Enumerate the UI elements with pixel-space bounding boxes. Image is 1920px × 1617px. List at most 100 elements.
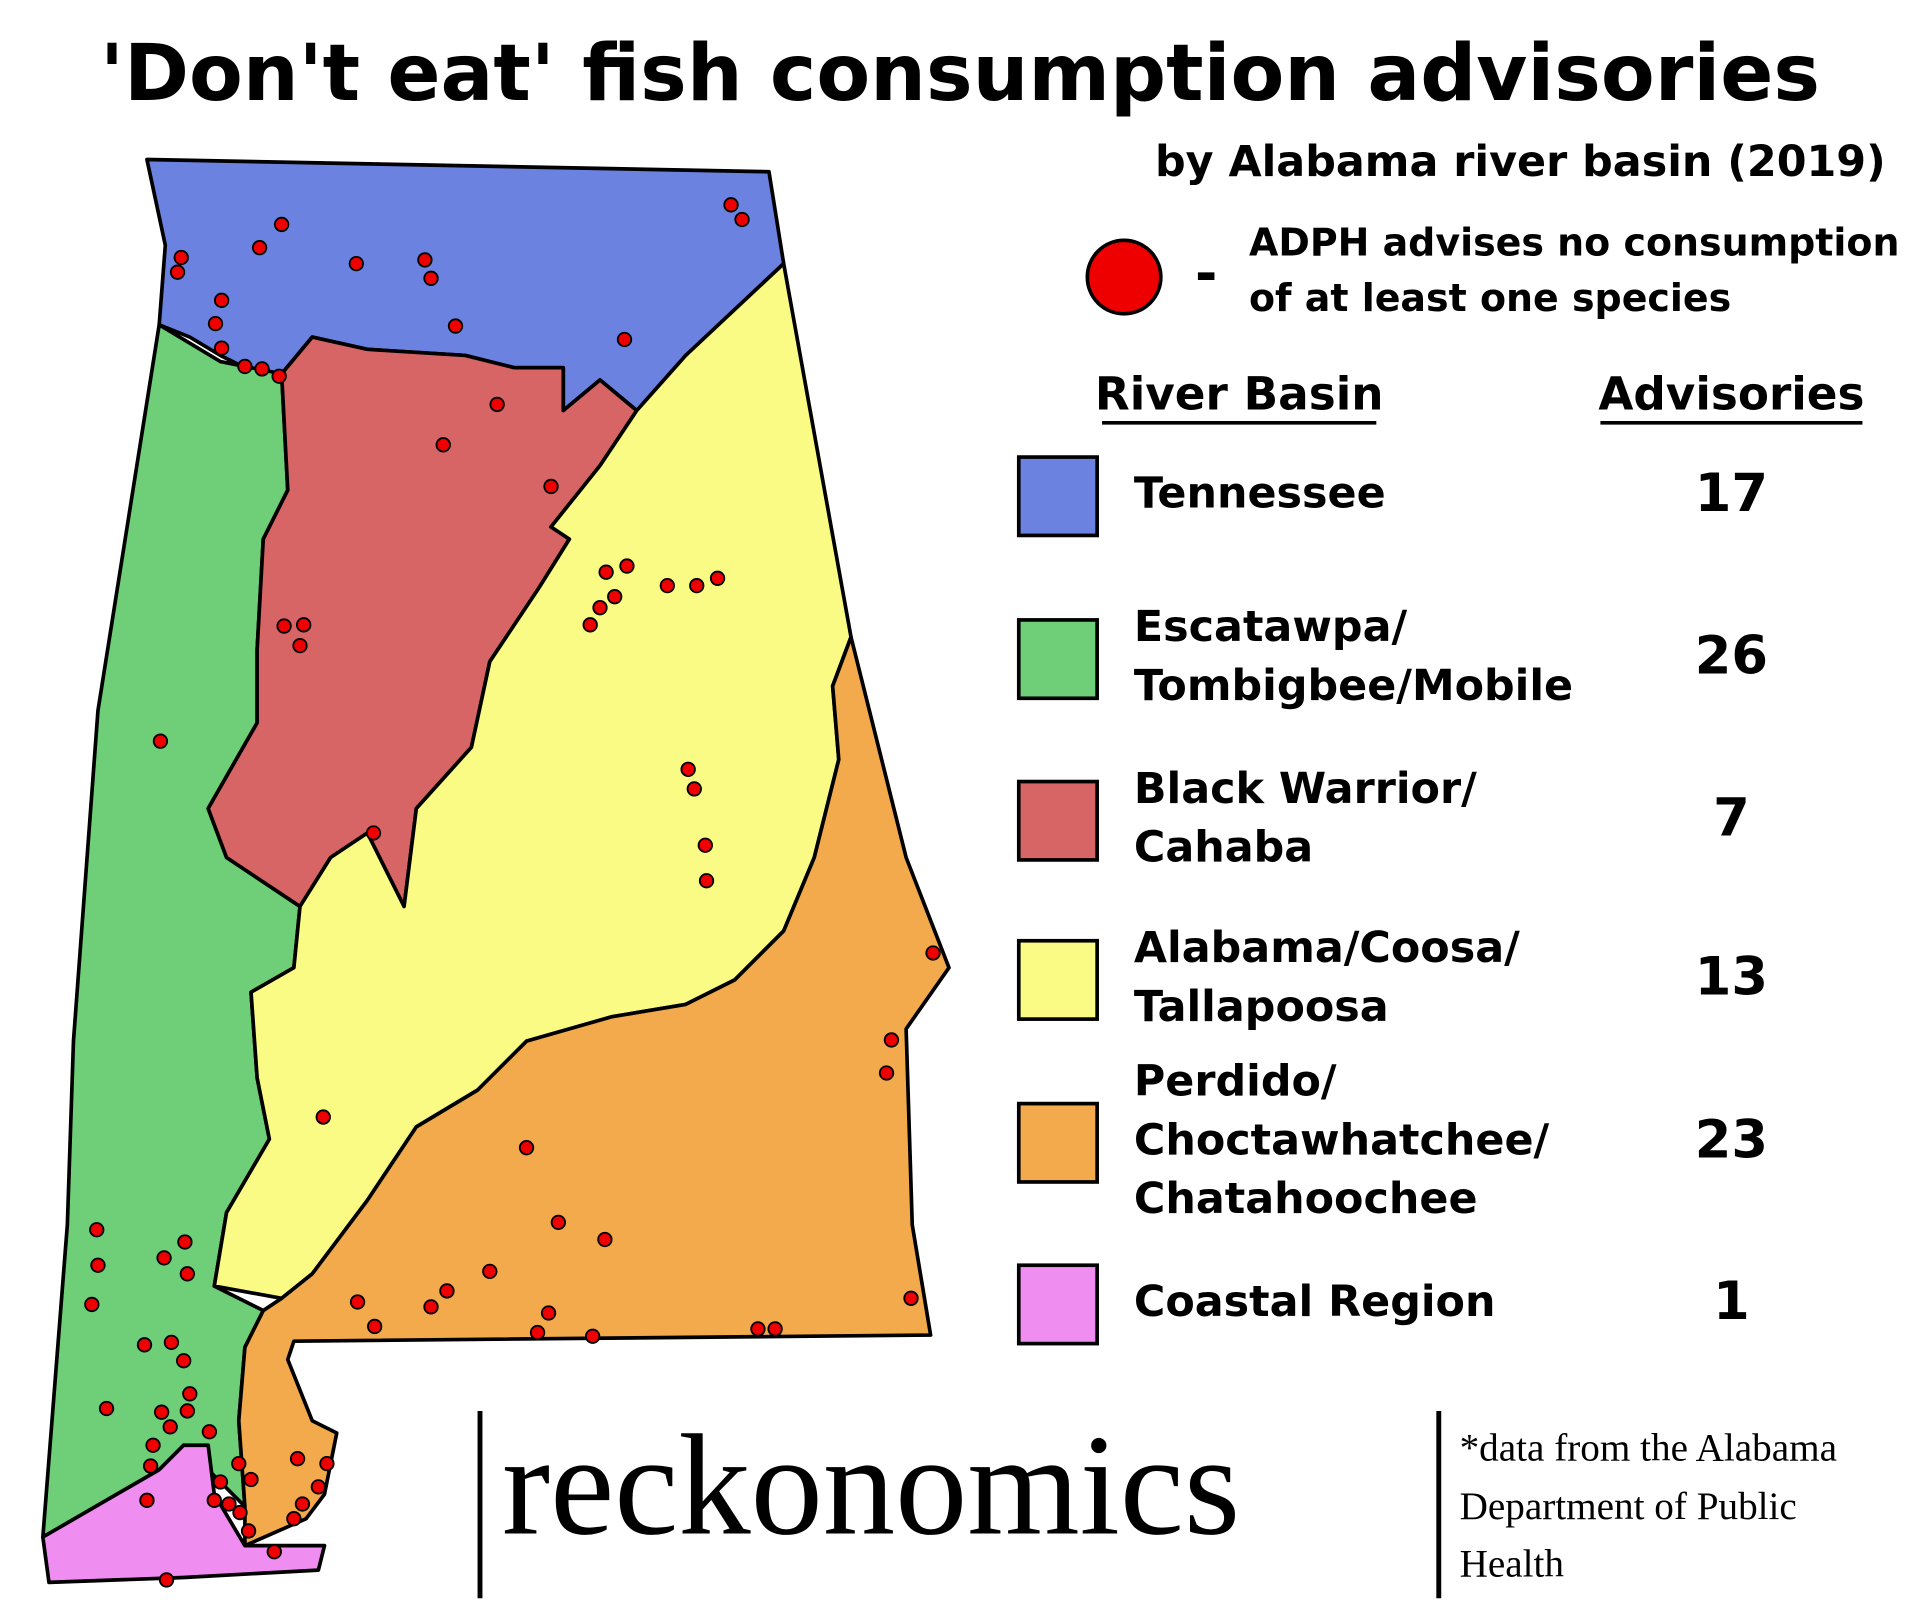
- advisory-marker: [273, 216, 290, 233]
- advisory-marker: [680, 761, 696, 777]
- advisory-count: 7: [1713, 787, 1750, 848]
- source-note: Health: [1460, 1543, 1565, 1586]
- advisory-marker: [543, 478, 559, 495]
- column-header: Advisories: [1598, 368, 1864, 421]
- basin-name: Escatawpa/: [1134, 602, 1408, 652]
- advisory-marker: [616, 331, 633, 348]
- advisory-marker: [698, 873, 715, 889]
- advisory-marker: [173, 249, 189, 266]
- basin-region: [236, 635, 951, 1548]
- legend-note: of at least one species: [1249, 276, 1731, 320]
- advisory-marker: [750, 1321, 766, 1337]
- advisory-marker: [294, 1496, 311, 1512]
- advisory-marker: [767, 1321, 783, 1337]
- advisory-marker: [489, 396, 505, 413]
- advisory-marker: [686, 781, 702, 797]
- advisory-marker: [367, 1318, 383, 1335]
- advisory-marker: [607, 589, 623, 605]
- advisory-markers: [84, 197, 941, 1588]
- advisory-marker: [296, 617, 312, 633]
- advisory-marker: [139, 1492, 155, 1508]
- advisory-marker: [206, 1492, 222, 1508]
- advisory-marker: [156, 1250, 172, 1266]
- advisory-marker: [925, 945, 941, 961]
- advisory-marker: [417, 252, 433, 268]
- basin-name: Tombigbee/Mobile: [1134, 661, 1573, 711]
- advisory-marker: [319, 1455, 335, 1472]
- basin-name: Perdido/: [1134, 1057, 1337, 1107]
- basin-name: Tallapoosa: [1134, 982, 1389, 1032]
- advisory-marker: [619, 558, 635, 574]
- advisory-count: 23: [1695, 1109, 1768, 1170]
- map: [41, 157, 951, 1585]
- advisory-marker: [289, 1451, 306, 1467]
- advisory-marker: [883, 1032, 900, 1048]
- advisory-marker: [232, 1504, 248, 1521]
- legend-marker: [1085, 238, 1163, 316]
- advisory-marker: [435, 437, 451, 453]
- source-note: Department of Public: [1460, 1485, 1797, 1528]
- advisory-marker: [207, 315, 224, 332]
- advisory-count: 26: [1695, 626, 1768, 687]
- advisory-marker: [276, 618, 292, 634]
- advisory-marker: [482, 1263, 498, 1280]
- advisory-marker: [310, 1479, 327, 1495]
- advisory-marker: [153, 1404, 170, 1420]
- basin-swatch: [1016, 1101, 1099, 1184]
- basin-name: Coastal Region: [1134, 1277, 1496, 1327]
- advisory-marker: [213, 340, 230, 356]
- advisory-marker: [292, 637, 308, 654]
- basin-swatch: [1016, 1263, 1099, 1346]
- advisory-marker: [142, 1458, 159, 1474]
- advisory-marker: [689, 577, 705, 594]
- advisory-marker: [592, 600, 608, 616]
- advisory-marker: [254, 361, 270, 377]
- advisory-marker: [349, 1294, 366, 1310]
- advisory-marker: [89, 1222, 105, 1238]
- advisory-marker: [243, 1471, 259, 1488]
- brand: reckonomics: [502, 1405, 1240, 1565]
- advisory-marker: [723, 197, 739, 213]
- advisory-marker: [582, 617, 598, 633]
- advisory-marker: [423, 270, 439, 286]
- basin-name: Cahaba: [1134, 823, 1313, 873]
- advisory-marker: [212, 1474, 229, 1490]
- advisory-marker: [179, 1266, 195, 1282]
- advisory-marker: [237, 358, 253, 375]
- basin-name: Alabama/Coosa/: [1134, 923, 1520, 973]
- advisory-marker: [98, 1400, 115, 1417]
- advisory-marker: [177, 1234, 193, 1250]
- advisory-marker: [176, 1353, 192, 1369]
- advisory-marker: [145, 1437, 161, 1453]
- advisory-marker: [158, 1572, 175, 1588]
- column-header: River Basin: [1095, 368, 1384, 421]
- advisory-marker: [201, 1424, 218, 1440]
- basin-swatch: [1016, 779, 1099, 862]
- advisory-marker: [251, 240, 268, 256]
- advisory-marker: [162, 1419, 178, 1435]
- advisory-marker: [152, 733, 169, 749]
- advisory-marker: [597, 1231, 613, 1248]
- advisory-marker: [540, 1305, 557, 1321]
- advisory-count: 13: [1695, 947, 1768, 1008]
- advisory-marker: [348, 255, 364, 272]
- basin-region: [41, 1443, 327, 1585]
- advisory-marker: [163, 1334, 180, 1351]
- title: 'Don't eat' fish consumption advisories: [100, 28, 1820, 119]
- advisory-marker: [598, 564, 614, 580]
- advisory-marker: [84, 1296, 100, 1313]
- advisory-marker: [286, 1511, 302, 1527]
- source-note: *data from the Alabama: [1460, 1426, 1837, 1469]
- advisory-marker: [423, 1299, 439, 1315]
- advisory-marker: [179, 1403, 195, 1419]
- subtitle: by Alabama river basin (2019): [1155, 137, 1886, 187]
- advisory-marker: [447, 318, 464, 334]
- advisory-marker: [439, 1283, 455, 1299]
- advisory-marker: [240, 1523, 257, 1539]
- advisory-marker: [213, 292, 230, 308]
- legend-note: ADPH advises no consumption: [1249, 221, 1900, 265]
- advisory-marker: [585, 1328, 601, 1344]
